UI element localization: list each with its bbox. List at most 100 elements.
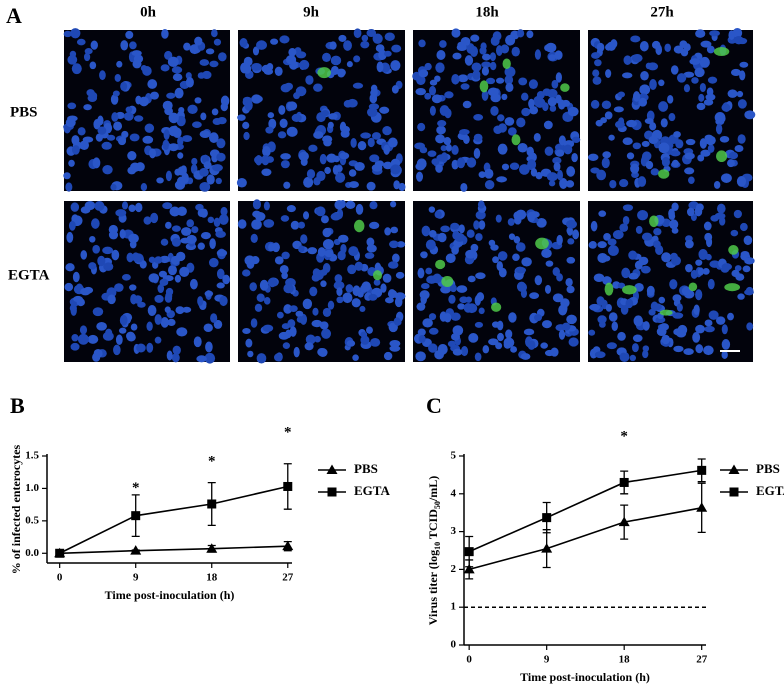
- row-label: PBS: [10, 104, 38, 120]
- cell-nucleus: [720, 173, 732, 183]
- cell-nucleus: [721, 103, 731, 112]
- cell-nucleus: [548, 54, 556, 61]
- cell-nucleus: [695, 29, 706, 38]
- cell-nucleus: [744, 110, 756, 120]
- cell-nucleus: [129, 41, 137, 50]
- x-tick-label: 18: [206, 572, 218, 584]
- cell-nucleus: [612, 229, 624, 240]
- cell-nucleus: [262, 324, 274, 332]
- cell-nucleus: [591, 52, 601, 59]
- cell-nucleus: [389, 240, 399, 249]
- cell-nucleus: [437, 232, 447, 243]
- y-axis-title-part: /mL): [426, 476, 440, 502]
- cell-nucleus: [213, 217, 221, 228]
- cell-nucleus: [714, 212, 726, 220]
- cell-nucleus: [281, 251, 290, 260]
- cell-nucleus: [80, 250, 88, 260]
- cell-nucleus: [354, 161, 365, 171]
- cell-nucleus: [302, 298, 313, 310]
- y-axis-title-part: 10: [433, 542, 442, 550]
- cell-nucleus: [338, 34, 347, 42]
- cell-nucleus: [449, 284, 457, 293]
- cell-nucleus: [676, 73, 687, 83]
- cell-nucleus: [664, 43, 672, 53]
- legend-label: PBS: [354, 461, 378, 476]
- cell-nucleus: [121, 274, 131, 281]
- cell-nucleus: [481, 61, 492, 68]
- cell-nucleus: [464, 55, 474, 66]
- cell-nucleus: [601, 100, 612, 110]
- cell-nucleus: [481, 66, 489, 76]
- cell-nucleus: [68, 220, 76, 231]
- cell-nucleus: [456, 285, 468, 293]
- micrograph: [412, 28, 581, 192]
- cell-nucleus: [318, 348, 328, 357]
- cell-nucleus: [470, 243, 479, 252]
- cell-nucleus: [470, 34, 480, 42]
- cell-nucleus: [250, 233, 258, 244]
- x-axis-title: Time post-inoculation (h): [105, 588, 235, 602]
- cell-nucleus: [92, 244, 101, 254]
- cell-nucleus: [300, 234, 308, 244]
- cell-nucleus: [706, 45, 715, 54]
- cell-nucleus: [366, 326, 373, 334]
- cell-nucleus: [478, 307, 485, 315]
- cell-nucleus: [597, 315, 607, 324]
- cell-nucleus: [437, 120, 447, 127]
- cell-nucleus: [161, 28, 169, 39]
- cell-nucleus: [566, 314, 577, 325]
- cell-nucleus: [129, 133, 140, 142]
- cell-nucleus: [428, 327, 439, 335]
- cell-nucleus: [468, 333, 479, 343]
- micrograph: [413, 200, 580, 362]
- cell-nucleus: [572, 229, 580, 240]
- cell-nucleus: [296, 316, 305, 323]
- cell-nucleus: [632, 334, 643, 343]
- cell-nucleus: [319, 321, 329, 330]
- cell-nucleus: [126, 332, 136, 342]
- cell-nucleus: [626, 152, 635, 160]
- cell-nucleus: [693, 304, 700, 316]
- cell-nucleus: [605, 43, 612, 51]
- cell-nucleus: [641, 140, 650, 147]
- cell-nucleus: [672, 294, 682, 302]
- cell-nucleus: [620, 304, 629, 315]
- cell-nucleus: [602, 151, 611, 159]
- cell-nucleus: [466, 157, 477, 168]
- cell-nucleus: [91, 218, 100, 229]
- cell-nucleus: [203, 161, 212, 170]
- data-point: [542, 513, 552, 523]
- cell-nucleus: [83, 104, 92, 111]
- cell-nucleus: [243, 56, 253, 67]
- cell-nucleus: [496, 261, 504, 271]
- cell-nucleus: [640, 265, 651, 274]
- series-line: [59, 485, 288, 554]
- y-axis-title-part: Virus titer (log: [426, 550, 440, 625]
- cell-nucleus: [146, 342, 154, 353]
- cell-nucleus: [708, 310, 719, 320]
- cell-nucleus: [218, 214, 229, 225]
- cell-nucleus: [334, 274, 343, 283]
- cell-nucleus: [320, 269, 328, 276]
- cell-nucleus: [721, 350, 728, 359]
- cell-nucleus: [744, 257, 755, 265]
- cell-nucleus: [121, 130, 129, 139]
- cell-nucleus: [383, 351, 393, 361]
- cell-nucleus: [412, 71, 421, 81]
- legend-marker: [326, 464, 338, 474]
- cell-nucleus: [70, 342, 80, 351]
- cell-nucleus: [478, 171, 486, 179]
- cell-nucleus: [133, 115, 144, 122]
- cell-nucleus: [589, 303, 601, 311]
- cell-nucleus: [505, 34, 516, 46]
- cell-nucleus: [396, 241, 406, 248]
- cell-nucleus: [165, 221, 172, 229]
- cell-nucleus: [71, 63, 82, 75]
- cell-nucleus: [715, 124, 723, 134]
- cell-nucleus: [216, 138, 226, 149]
- cell-nucleus: [242, 269, 251, 277]
- cell-nucleus: [452, 348, 463, 356]
- cell-nucleus: [439, 40, 447, 48]
- cell-nucleus: [650, 168, 660, 176]
- cell-nucleus: [460, 83, 470, 90]
